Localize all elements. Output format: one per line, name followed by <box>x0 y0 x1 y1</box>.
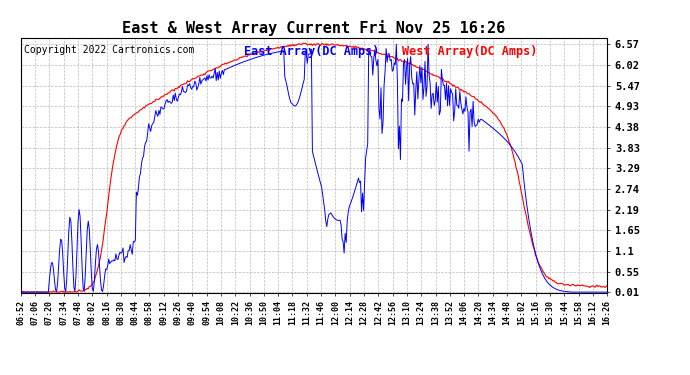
Title: East & West Array Current Fri Nov 25 16:26: East & West Array Current Fri Nov 25 16:… <box>122 20 506 36</box>
Text: West Array(DC Amps): West Array(DC Amps) <box>402 45 538 58</box>
Text: East Array(DC Amps): East Array(DC Amps) <box>244 45 379 58</box>
Text: Copyright 2022 Cartronics.com: Copyright 2022 Cartronics.com <box>23 45 194 55</box>
